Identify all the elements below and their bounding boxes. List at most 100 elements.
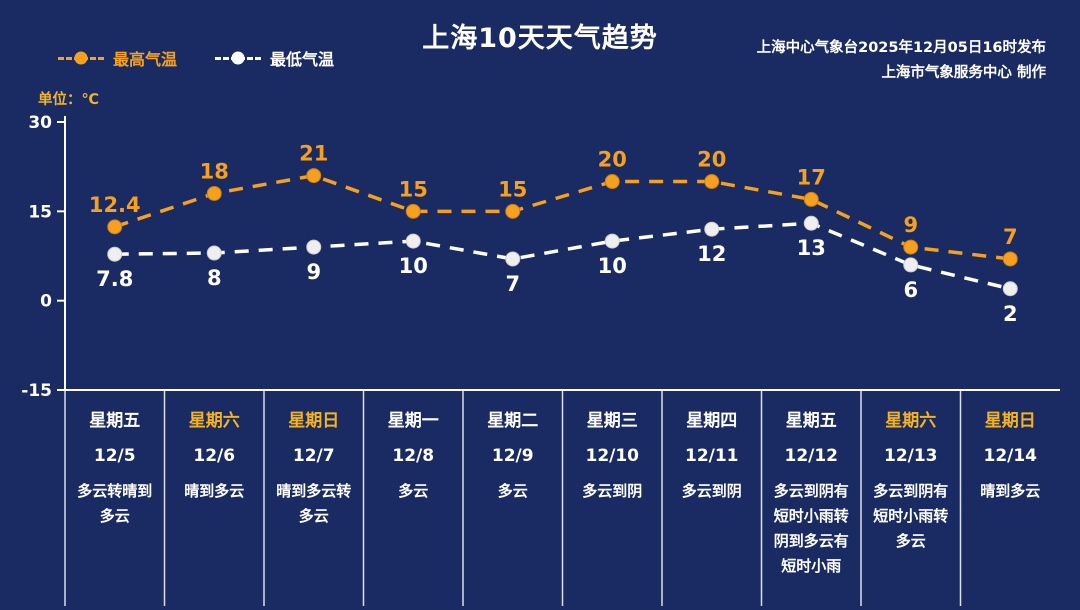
high-temp-value-label: 9 — [903, 213, 918, 237]
day-column: 星期五 12/12 多云到阴有短时小雨转阴到多云有短时小雨 — [762, 392, 862, 579]
high-temp-value-label: 18 — [200, 159, 229, 183]
day-column: 星期二 12/9 多云 — [463, 392, 563, 579]
high-temp-value-label: 15 — [399, 177, 428, 201]
unit-label: 单位：℃ — [38, 92, 100, 108]
low-temp-point — [505, 251, 521, 267]
legend-item-high-temp: 最高气温 — [58, 46, 177, 70]
low-temp-point — [604, 233, 620, 249]
high-temp-point — [1002, 251, 1018, 267]
high-temp-value-label: 21 — [299, 142, 328, 166]
high-temp-value-label: 20 — [598, 148, 627, 172]
legend-label-high-temp: 最高气温 — [113, 50, 178, 69]
day-column: 星期日 12/14 晴到多云 — [961, 392, 1061, 579]
low-temp-value-label: 7 — [505, 272, 520, 296]
low-temp-marker-icon — [215, 51, 262, 66]
weather-description: 晴到多云 — [980, 482, 1041, 500]
high-temp-line — [114, 173, 1011, 261]
weather-description: 多云到阴有短时小雨转多云 — [873, 482, 949, 550]
low-temp-value-label: 7.8 — [96, 267, 133, 291]
low-temp-point — [405, 233, 421, 249]
low-temp-value-label: 13 — [797, 236, 826, 260]
high-temp-point — [604, 174, 620, 190]
weather-description: 多云到阴 — [681, 482, 742, 500]
date-label: 12/8 — [392, 446, 435, 466]
weekday-label: 星期日 — [288, 411, 340, 431]
producer-line: 上海市气象服务中心 制作 — [881, 65, 1046, 81]
date-label: 12/10 — [585, 446, 640, 466]
weekday-label: 星期一 — [387, 411, 439, 431]
high-temp-point — [903, 239, 919, 255]
low-temp-value-label: 10 — [598, 254, 627, 278]
weather-description: 晴到多云 — [184, 482, 245, 500]
high-temp-dot-icon — [74, 51, 88, 65]
high-temp-value-label: 12.4 — [89, 193, 141, 217]
weather-description: 多云 — [398, 482, 429, 500]
date-label: 12/9 — [491, 446, 534, 466]
source-info: 上海中心气象台2025年12月05日16时发布 上海市气象服务中心 制作 — [757, 36, 1046, 86]
low-temp-point — [107, 246, 123, 262]
weather-description: 多云到阴 — [582, 482, 643, 500]
date-label: 12/7 — [292, 446, 335, 466]
day-column: 星期五 12/5 多云转晴到多云 — [65, 392, 165, 579]
date-label: 12/14 — [983, 446, 1038, 466]
low-temp-value-label: 8 — [207, 266, 222, 290]
day-column: 星期日 12/7 晴到多云转多云 — [264, 392, 364, 579]
high-temp-point — [405, 203, 421, 219]
date-label: 12/6 — [193, 446, 236, 466]
y-axis-tick-label: -15 — [21, 381, 52, 401]
low-temp-point — [1002, 281, 1018, 297]
high-temp-point — [107, 219, 123, 235]
low-temp-value-label: 6 — [903, 278, 918, 302]
day-labels-row: 星期五 12/5 多云转晴到多云 星期六 12/6 晴到多云 星期日 12/7 晴到多云转多云星… — [65, 392, 1060, 579]
day-column: 星期六 12/13 多云到阴有短时小雨转多云 — [861, 392, 961, 579]
low-temp-point — [306, 239, 322, 255]
weekday-label: 星期五 — [89, 411, 141, 431]
low-temp-value-label: 9 — [306, 260, 321, 284]
high-temp-point — [505, 203, 521, 219]
high-temp-point — [803, 191, 819, 207]
weather-description: 多云 — [497, 482, 528, 500]
weekday-label: 星期日 — [984, 411, 1036, 431]
high-temp-point — [306, 168, 322, 184]
weekday-label: 星期二 — [487, 411, 539, 431]
low-temp-point — [803, 215, 819, 231]
legend: 最高气温 最低气温 — [58, 46, 334, 70]
date-label: 12/12 — [784, 446, 839, 466]
high-temp-point — [704, 174, 720, 190]
high-temp-value-label: 20 — [697, 148, 726, 172]
legend-label-low-temp: 最低气温 — [270, 50, 335, 69]
weekday-label: 星期五 — [785, 411, 837, 431]
y-axis-tick-label: 0 — [40, 292, 52, 312]
high-temp-point — [206, 185, 222, 201]
low-temp-point — [903, 257, 919, 273]
legend-item-low-temp: 最低气温 — [215, 46, 334, 70]
day-column: 星期一 12/8 多云 — [364, 392, 464, 579]
day-column: 星期三 12/10 多云到阴 — [563, 392, 663, 579]
low-temp-value-label: 2 — [1003, 302, 1018, 326]
high-temp-value-label: 15 — [498, 177, 527, 201]
weekday-label: 星期三 — [586, 411, 638, 431]
y-axis-tick-label: 30 — [28, 113, 52, 133]
weekday-label: 星期六 — [885, 411, 937, 431]
page-title: 上海10天天气趋势 — [422, 23, 658, 54]
low-temp-point — [206, 245, 222, 261]
low-temp-point — [704, 221, 720, 237]
weekday-label: 星期六 — [188, 411, 240, 431]
date-label: 12/5 — [93, 446, 136, 466]
day-column: 星期四 12/11 多云到阴 — [662, 392, 762, 579]
weather-description: 多云转晴到多云 — [77, 482, 153, 525]
weather-description: 晴到多云转多云 — [276, 482, 352, 525]
high-temp-marker-icon — [58, 51, 104, 66]
high-temp-value-label: 7 — [1003, 225, 1018, 249]
weekday-label: 星期四 — [686, 411, 738, 431]
day-column: 星期六 12/6 晴到多云 — [165, 392, 265, 579]
low-temp-value-label: 12 — [697, 242, 726, 266]
weather-description: 多云到阴有短时小雨转阴到多云有短时小雨 — [773, 482, 849, 575]
publisher-line: 上海中心气象台2025年12月05日16时发布 — [756, 40, 1046, 56]
low-temp-dot-icon — [231, 51, 245, 65]
date-label: 12/11 — [684, 446, 739, 466]
low-temp-value-label: 10 — [399, 254, 428, 278]
y-axis-tick-label: 15 — [28, 202, 52, 222]
